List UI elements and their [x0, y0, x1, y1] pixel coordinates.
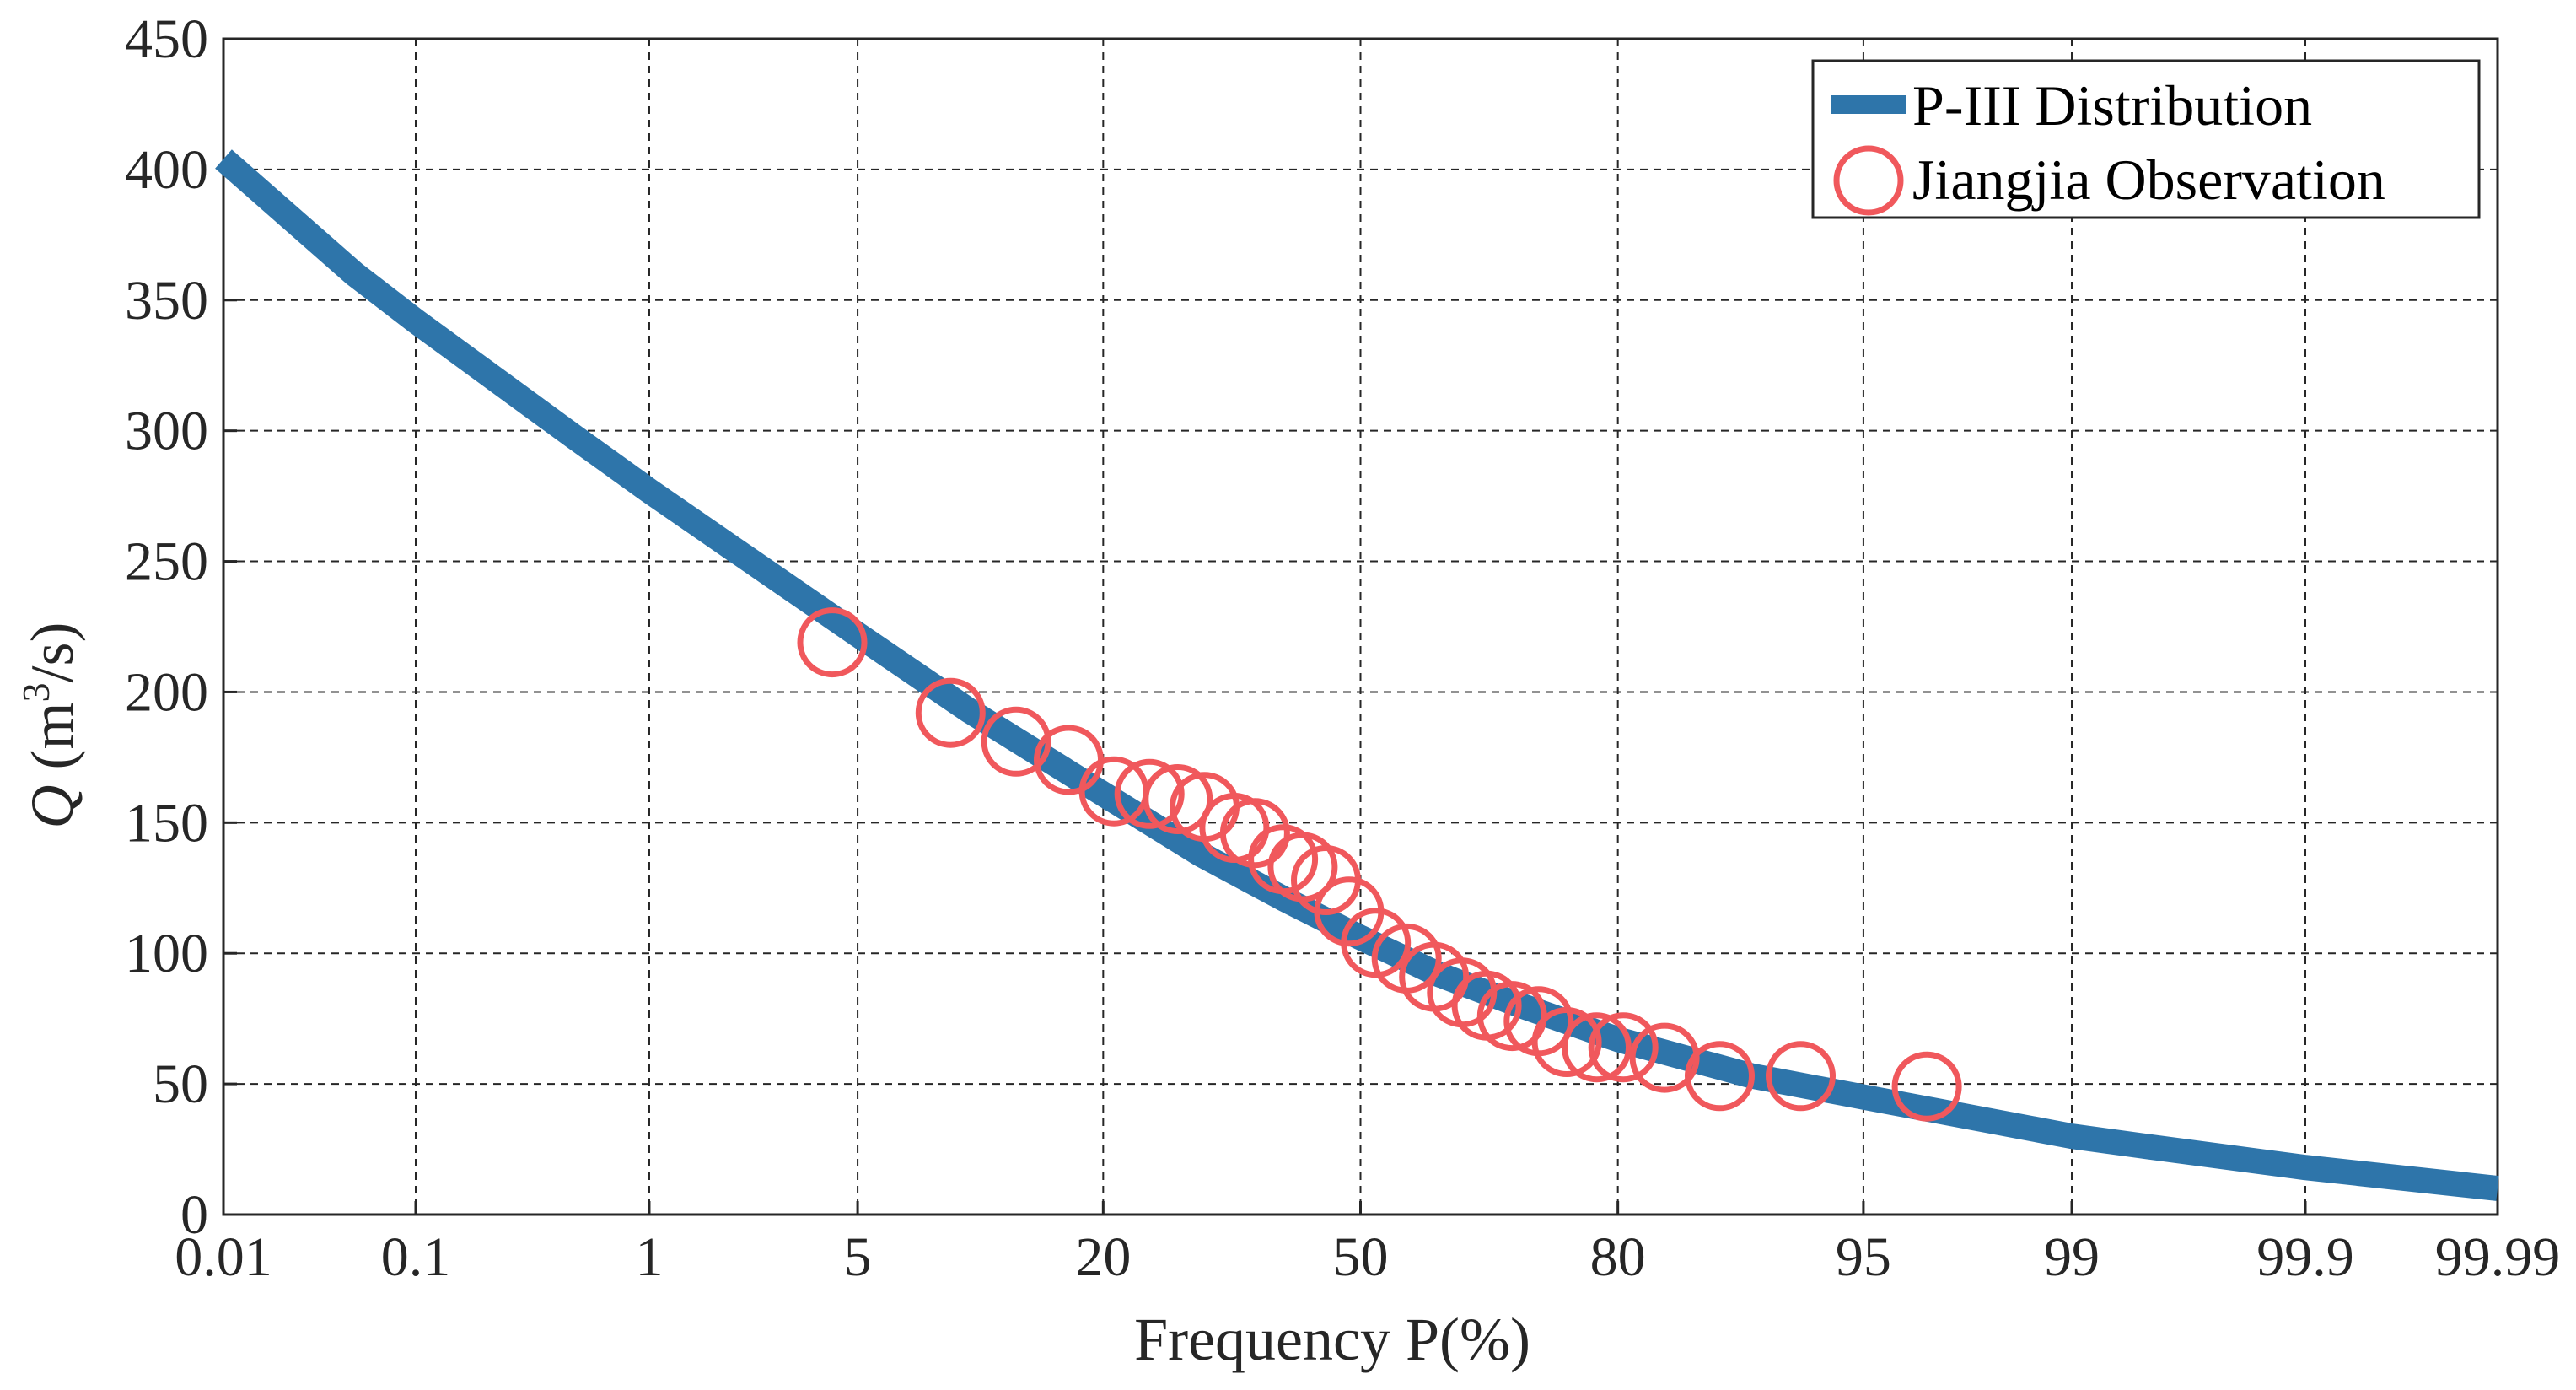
- axis-ticks: 0.01 0.1 1 5 20 50 80 95 99 99.9 99.99 0 50 100 150 200…: [125, 8, 2560, 1288]
- observation-point: [1766, 1041, 1836, 1112]
- observation-point: [1143, 764, 1213, 834]
- y-tick-label: 450: [125, 8, 208, 70]
- observation-point: [1219, 798, 1290, 869]
- y-tick-label: 250: [125, 531, 208, 593]
- x-tick-label: 0.01: [175, 1226, 272, 1288]
- y-axis-title-unit-prefix: (m: [19, 703, 86, 770]
- x-tick-label: 99.99: [2435, 1226, 2561, 1288]
- legend-label-distribution: P-III Distribution: [1912, 73, 2312, 137]
- observation-point: [915, 677, 986, 748]
- x-tick-label: 95: [1836, 1226, 1891, 1288]
- x-tick-label: 5: [844, 1226, 872, 1288]
- y-tick-label: 0: [180, 1184, 208, 1246]
- x-axis-title: Frequency P(%): [1134, 1306, 1530, 1373]
- legend: P-III Distribution Jiangjia Observation: [1811, 59, 2481, 219]
- x-tick-label: 99.9: [2256, 1226, 2354, 1288]
- observation-point: [1588, 1012, 1659, 1083]
- y-tick-label: 50: [153, 1053, 208, 1115]
- y-tick-label: 350: [125, 270, 208, 331]
- y-axis-title-unit-sup: 3: [14, 683, 57, 703]
- observation-point: [1891, 1051, 1962, 1122]
- legend-box: [1811, 59, 2481, 219]
- y-tick-label: 300: [125, 401, 208, 462]
- legend-line-sample: [1831, 95, 1906, 114]
- y-tick-label: 150: [125, 792, 208, 854]
- y-tick-label: 200: [125, 661, 208, 723]
- y-axis-title-symbol: Q: [19, 784, 86, 828]
- x-tick-label: 20: [1075, 1226, 1131, 1288]
- observation-point: [797, 607, 868, 678]
- x-tick-label: 99: [2044, 1226, 2100, 1288]
- y-tick-label: 100: [125, 923, 208, 984]
- x-tick-label: 1: [635, 1226, 663, 1288]
- svg-text:Q (m3/s): Q (m3/s): [14, 622, 86, 829]
- observation-point: [1685, 1041, 1755, 1112]
- x-tick-label: 50: [1333, 1226, 1389, 1288]
- y-axis-title-space: [19, 769, 86, 784]
- y-axis-title: Q (m3/s): [14, 622, 86, 829]
- legend-marker-sample: [1833, 145, 1904, 216]
- observation-point: [981, 706, 1051, 777]
- series-line-p3-distribution: [215, 149, 2499, 1201]
- legend-label-observation: Jiangjia Observation: [1912, 148, 2385, 212]
- series-layer: [215, 149, 2499, 1201]
- y-tick-label: 400: [125, 139, 208, 201]
- y-axis-title-unit-suffix: /s): [19, 622, 86, 683]
- observation-point: [1562, 1012, 1632, 1083]
- observation-point: [1531, 1007, 1602, 1077]
- x-tick-label: 80: [1590, 1226, 1646, 1288]
- x-tick-label: 0.1: [381, 1226, 451, 1288]
- observation-point: [1114, 758, 1185, 829]
